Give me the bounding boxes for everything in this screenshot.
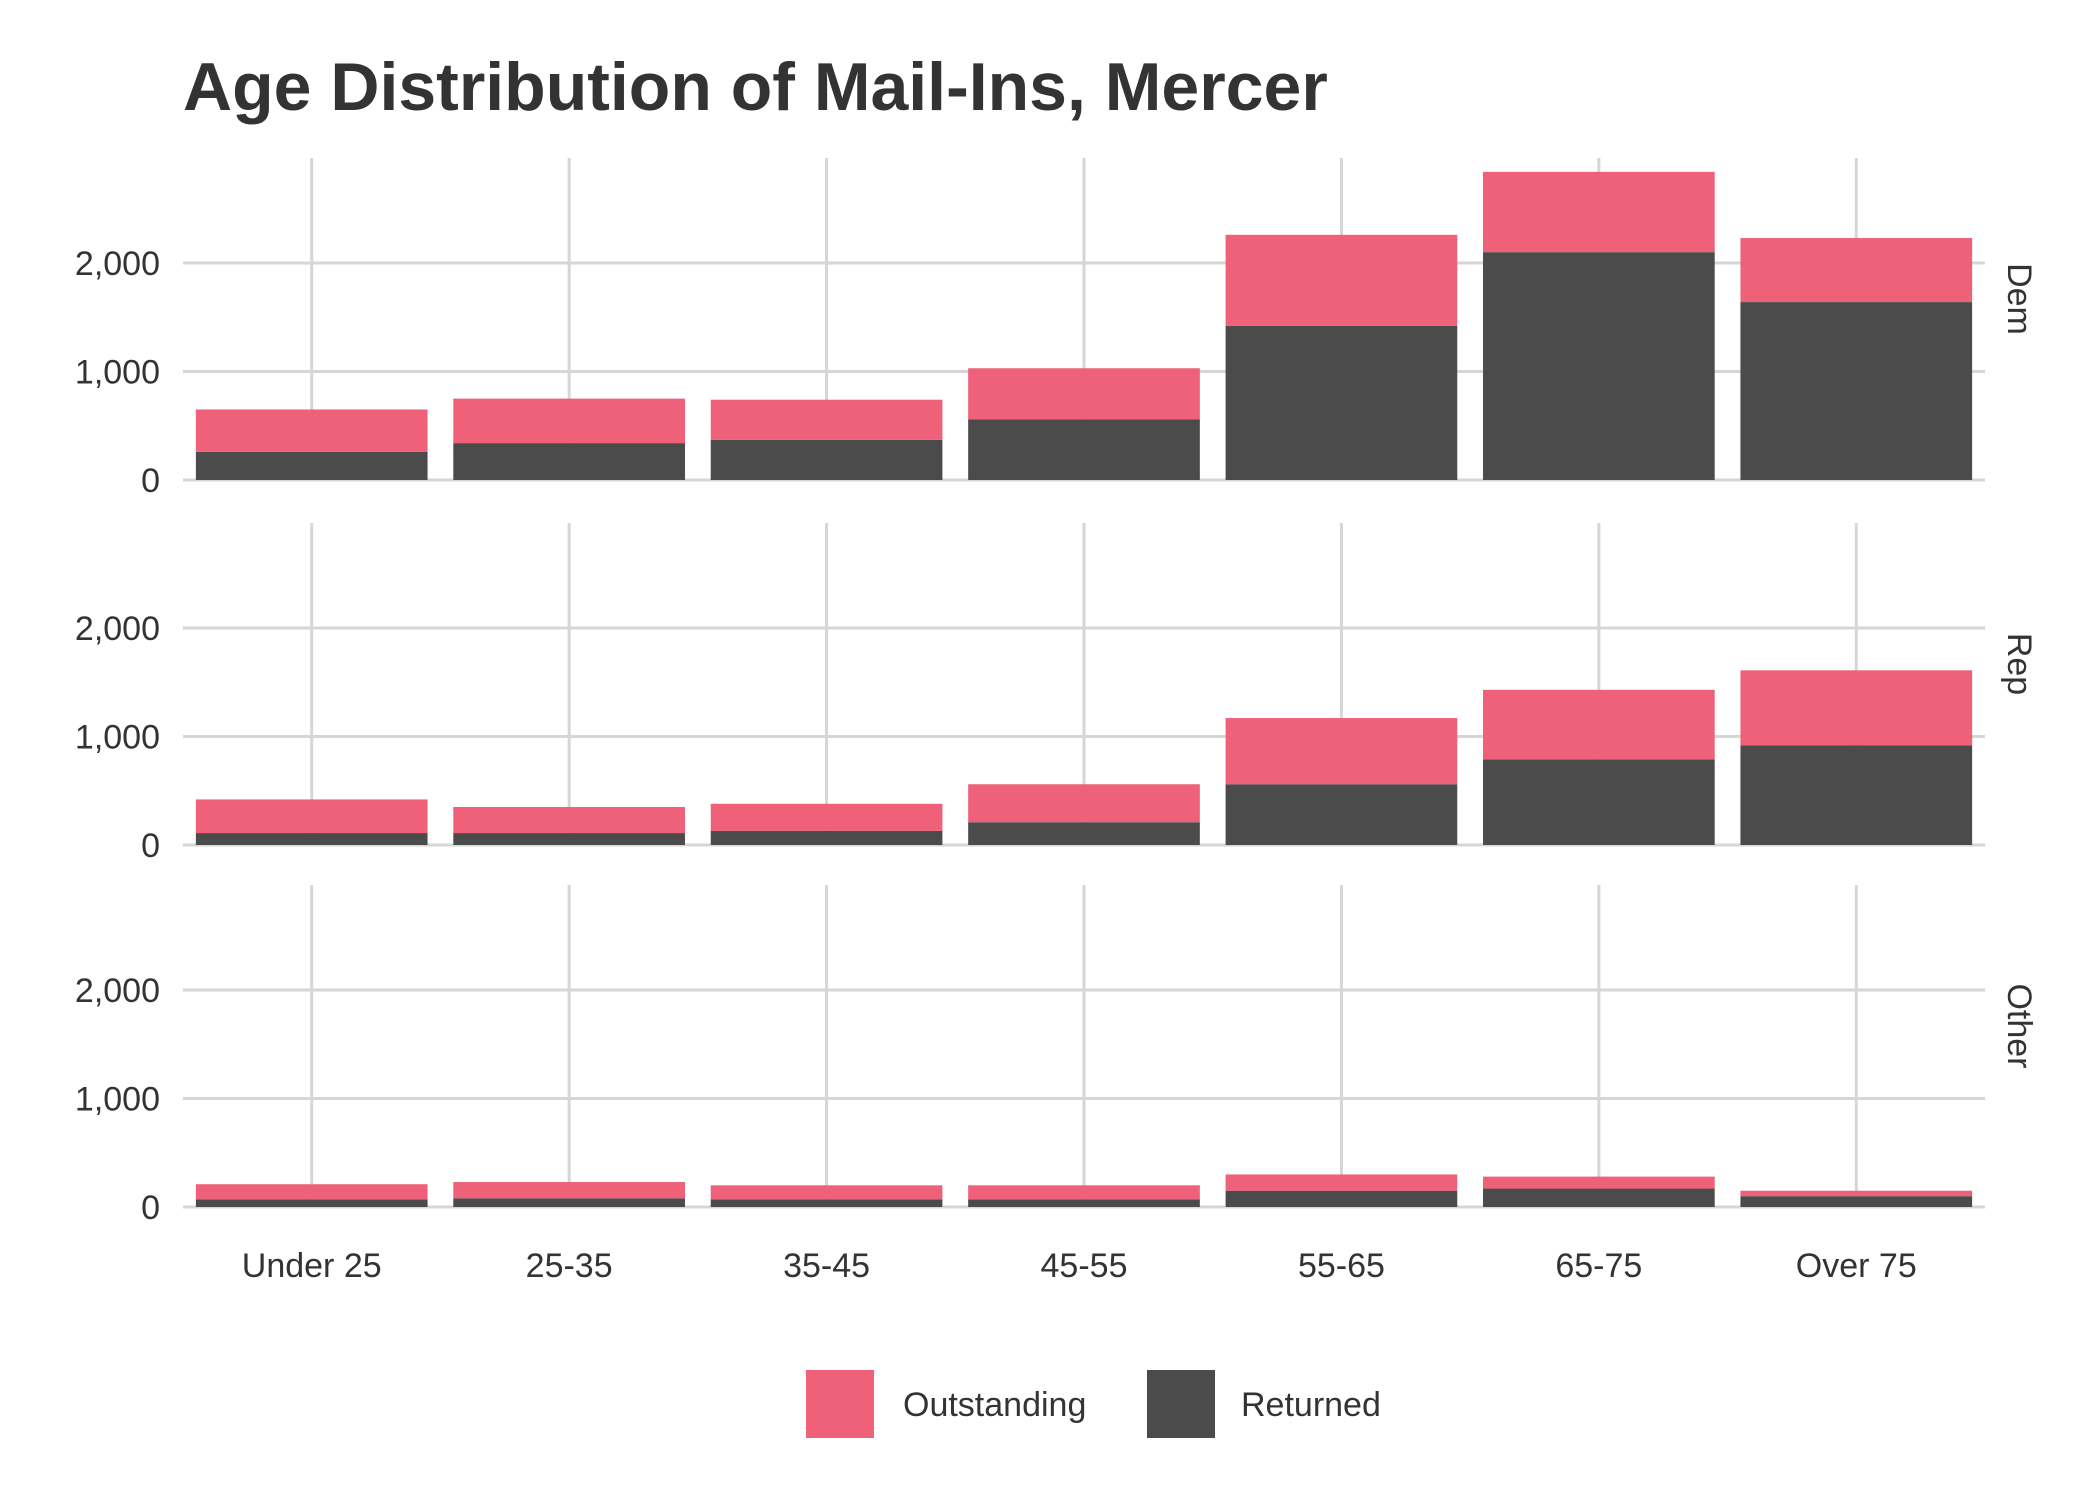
bar-returned	[968, 1199, 1200, 1207]
bar-returned	[710, 830, 943, 845]
facet-label-dem: Dem	[2000, 263, 2038, 335]
bar-outstanding	[453, 807, 685, 834]
legend-label-outstanding: Outstanding	[903, 1386, 1086, 1424]
x-tick-label: 35-45	[783, 1247, 870, 1285]
bar-outstanding	[1225, 234, 1458, 326]
bar-returned	[453, 1198, 685, 1207]
bar-outstanding	[195, 1184, 428, 1200]
bar-returned	[1740, 1196, 1973, 1207]
chart-title: Age Distribution of Mail-Ins, Mercer	[183, 49, 1328, 125]
facet-panels: 0 1,000 2,000 Dem 0 1,000 2,000 Rep 0 1,000 2,000 O…	[75, 158, 2038, 1227]
legend-swatch-outstanding	[806, 1370, 874, 1438]
y-tick-label: 2,000	[75, 245, 160, 283]
legend-label-returned: Returned	[1241, 1386, 1381, 1424]
y-tick-label: 0	[141, 1189, 160, 1227]
bar-outstanding	[1483, 1176, 1715, 1189]
bar-outstanding	[1740, 1190, 1973, 1197]
x-tick-label: 45-55	[1041, 1247, 1128, 1285]
bar-outstanding	[968, 784, 1200, 823]
x-tick-label: Under 25	[242, 1247, 382, 1285]
bar-returned	[1225, 1190, 1458, 1207]
bar-returned	[195, 451, 428, 480]
facet-label-other: Other	[2000, 983, 2038, 1068]
bar-outstanding	[1740, 238, 1973, 303]
bar-returned	[453, 833, 685, 845]
facet-label-rep: Rep	[2000, 633, 2038, 695]
y-tick-label: 2,000	[75, 972, 160, 1010]
facet-panel-dem: 0 1,000 2,000 Dem	[75, 158, 2038, 500]
legend: Outstanding Returned	[806, 1370, 1381, 1438]
x-tick-label: 65-75	[1555, 1247, 1642, 1285]
legend-swatch-returned	[1147, 1370, 1215, 1438]
y-tick-label: 2,000	[75, 610, 160, 648]
bar-outstanding	[1225, 718, 1458, 785]
facet-panel-other: 0 1,000 2,000 Other	[75, 885, 2038, 1227]
bar-outstanding	[1225, 1174, 1458, 1191]
x-tick-label: Over 75	[1796, 1247, 1917, 1285]
bar-outstanding	[1483, 689, 1715, 760]
bar-returned	[1483, 759, 1715, 845]
bar-returned	[968, 419, 1200, 480]
bar-returned	[710, 439, 943, 480]
bar-outstanding	[710, 1185, 943, 1200]
y-tick-label: 0	[141, 462, 160, 500]
bar-returned	[710, 1199, 943, 1207]
bar-returned	[453, 443, 685, 480]
bar-returned	[1483, 1188, 1715, 1207]
bar-outstanding	[195, 799, 428, 834]
bar-returned	[1740, 302, 1973, 480]
bar-returned	[1740, 745, 1973, 845]
bar-outstanding	[710, 803, 943, 831]
x-tick-label: 55-65	[1298, 1247, 1385, 1285]
bar-outstanding	[710, 399, 943, 440]
bar-returned	[195, 1199, 428, 1207]
bar-returned	[195, 833, 428, 845]
facet-panel-rep: 0 1,000 2,000 Rep	[75, 523, 2038, 865]
x-tick-label: 25-35	[526, 1247, 613, 1285]
y-tick-label: 1,000	[75, 1081, 160, 1119]
bar-outstanding	[968, 368, 1200, 420]
bar-returned	[968, 822, 1200, 845]
y-tick-label: 1,000	[75, 719, 160, 757]
bar-outstanding	[968, 1185, 1200, 1200]
x-axis-ticks: Under 25 25-35 35-45 45-55 55-65 65-75 Over 75	[242, 1247, 1917, 1285]
bar-outstanding	[1740, 670, 1973, 746]
bar-returned	[1225, 784, 1458, 845]
bar-returned	[1225, 325, 1458, 480]
y-tick-label: 1,000	[75, 354, 160, 392]
bar-outstanding	[195, 409, 428, 452]
bar-outstanding	[453, 1182, 685, 1199]
bar-outstanding	[1483, 171, 1715, 253]
y-tick-label: 0	[141, 827, 160, 865]
bar-returned	[1483, 252, 1715, 480]
bar-outstanding	[453, 398, 685, 444]
